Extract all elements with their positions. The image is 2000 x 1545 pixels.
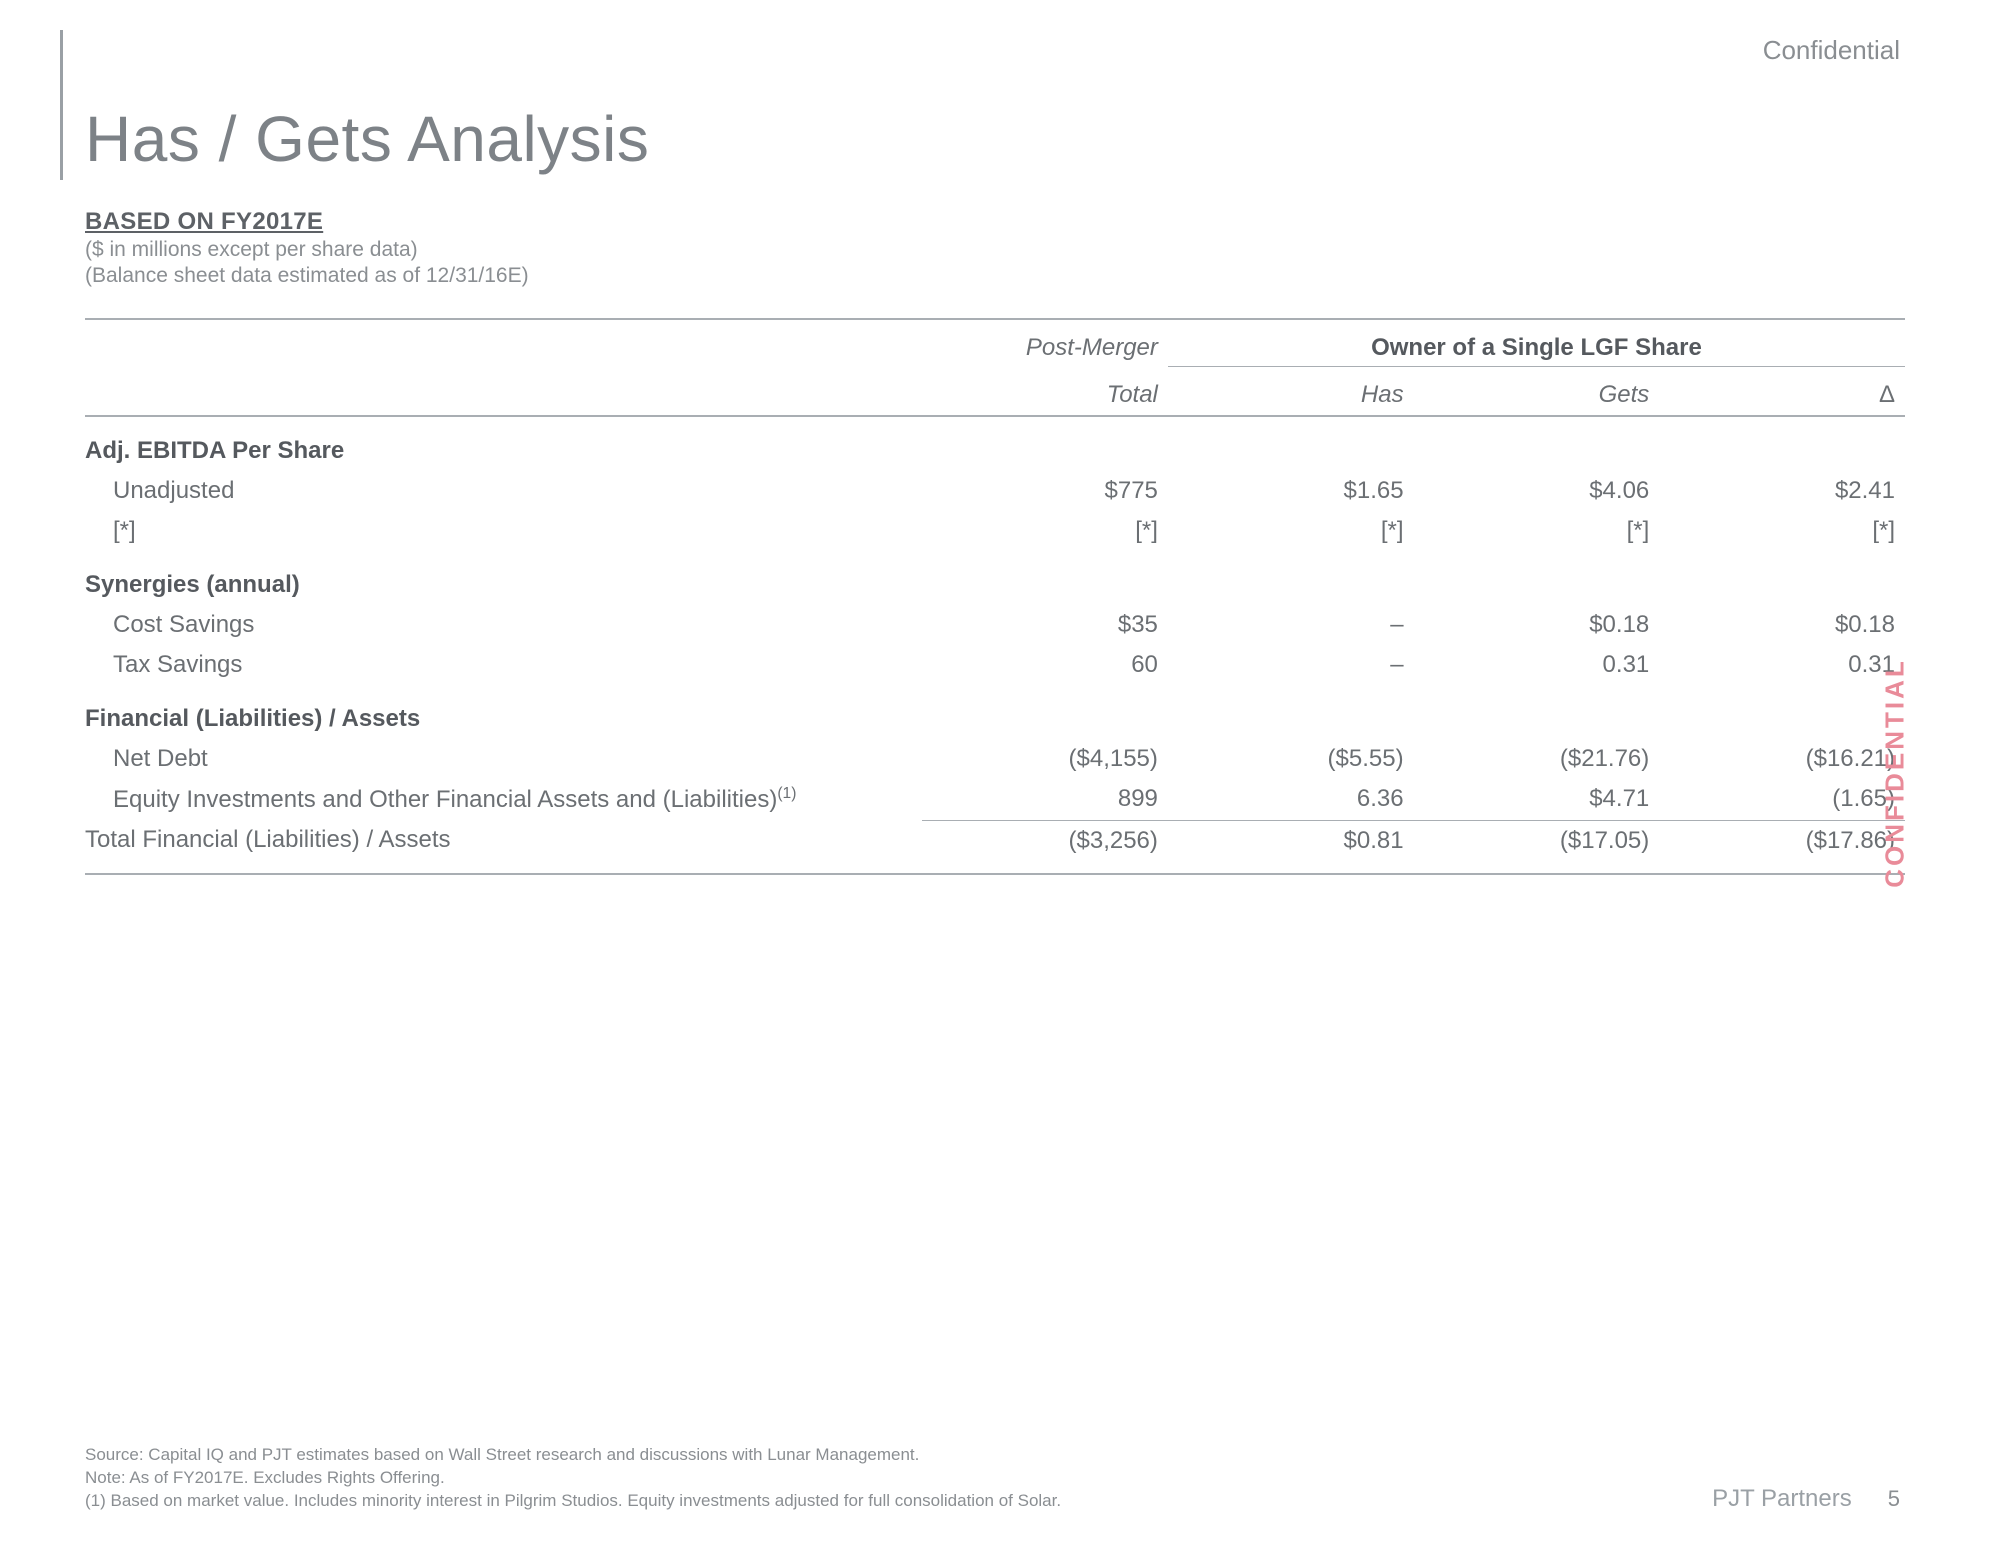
row-pm: [*] <box>922 511 1168 551</box>
col-header-post-merger: Post-Merger <box>922 319 1168 367</box>
col-subheader-total: Total <box>922 367 1168 417</box>
subtitle-line-2: (Balance sheet data estimated as of 12/3… <box>85 264 1940 288</box>
row-label: Equity Investments and Other Financial A… <box>85 779 922 820</box>
subtitle-block: BASED ON FY2017E ($ in millions except p… <box>85 208 1940 288</box>
row-gets: $4.06 <box>1414 471 1660 511</box>
row-has: $1.65 <box>1168 471 1414 511</box>
col-subheader-has: Has <box>1168 367 1414 417</box>
confidential-watermark-top: Confidential <box>1763 35 1900 66</box>
row-delta: $2.41 <box>1659 471 1905 511</box>
total-delta: ($17.86) <box>1659 820 1905 874</box>
subtitle-heading: BASED ON FY2017E <box>85 208 1940 236</box>
row-has: [*] <box>1168 511 1414 551</box>
row-delta: [*] <box>1659 511 1905 551</box>
row-label: Net Debt <box>85 739 922 779</box>
total-has: $0.81 <box>1168 820 1414 874</box>
row-delta: (1.65) <box>1659 779 1905 820</box>
row-pm: $35 <box>922 605 1168 645</box>
col-group-owner: Owner of a Single LGF Share <box>1168 319 1905 367</box>
row-pm: 899 <box>922 779 1168 820</box>
row-has: – <box>1168 605 1414 645</box>
footer-fn1: (1) Based on market value. Includes mino… <box>85 1490 1905 1513</box>
section-title: Financial (Liabilities) / Assets <box>85 685 922 739</box>
row-has: 6.36 <box>1168 779 1414 820</box>
section-title: Synergies (annual) <box>85 551 922 605</box>
row-delta: ($16.21) <box>1659 739 1905 779</box>
row-label: [*] <box>85 511 922 551</box>
section-title: Adj. EBITDA Per Share <box>85 416 922 471</box>
row-pm: 60 <box>922 645 1168 685</box>
total-gets: ($17.05) <box>1414 820 1660 874</box>
row-delta: $0.18 <box>1659 605 1905 645</box>
footer-brand: PJT Partners <box>1712 1485 1852 1513</box>
total-label: Total Financial (Liabilities) / Assets <box>85 820 922 874</box>
row-has: ($5.55) <box>1168 739 1414 779</box>
col-subheader-gets: Gets <box>1414 367 1660 417</box>
row-gets: $0.18 <box>1414 605 1660 645</box>
subtitle-line-1: ($ in millions except per share data) <box>85 238 1940 262</box>
row-label: Cost Savings <box>85 605 922 645</box>
page-title: Has / Gets Analysis <box>85 102 649 176</box>
row-label: Unadjusted <box>85 471 922 511</box>
row-pm: $775 <box>922 471 1168 511</box>
row-pm: ($4,155) <box>922 739 1168 779</box>
col-subheader-delta: Δ <box>1659 367 1905 417</box>
footer-source: Source: Capital IQ and PJT estimates bas… <box>85 1444 1905 1467</box>
confidential-watermark-side: CONFIDENTIAL <box>1880 658 1911 888</box>
row-gets: [*] <box>1414 511 1660 551</box>
page-number: 5 <box>1888 1486 1900 1512</box>
row-gets: 0.31 <box>1414 645 1660 685</box>
row-label: Tax Savings <box>85 645 922 685</box>
footer-note: Note: As of FY2017E. Excludes Rights Off… <box>85 1467 1905 1490</box>
total-pm: ($3,256) <box>922 820 1168 874</box>
has-gets-table: Post-Merger Owner of a Single LGF Share … <box>85 318 1905 875</box>
title-block: Has / Gets Analysis <box>60 30 1940 180</box>
row-has: – <box>1168 645 1414 685</box>
row-gets: ($21.76) <box>1414 739 1660 779</box>
footer-right: PJT Partners 5 <box>1712 1485 1900 1513</box>
row-gets: $4.71 <box>1414 779 1660 820</box>
row-delta: 0.31 <box>1659 645 1905 685</box>
footer-block: Source: Capital IQ and PJT estimates bas… <box>85 1444 1905 1513</box>
